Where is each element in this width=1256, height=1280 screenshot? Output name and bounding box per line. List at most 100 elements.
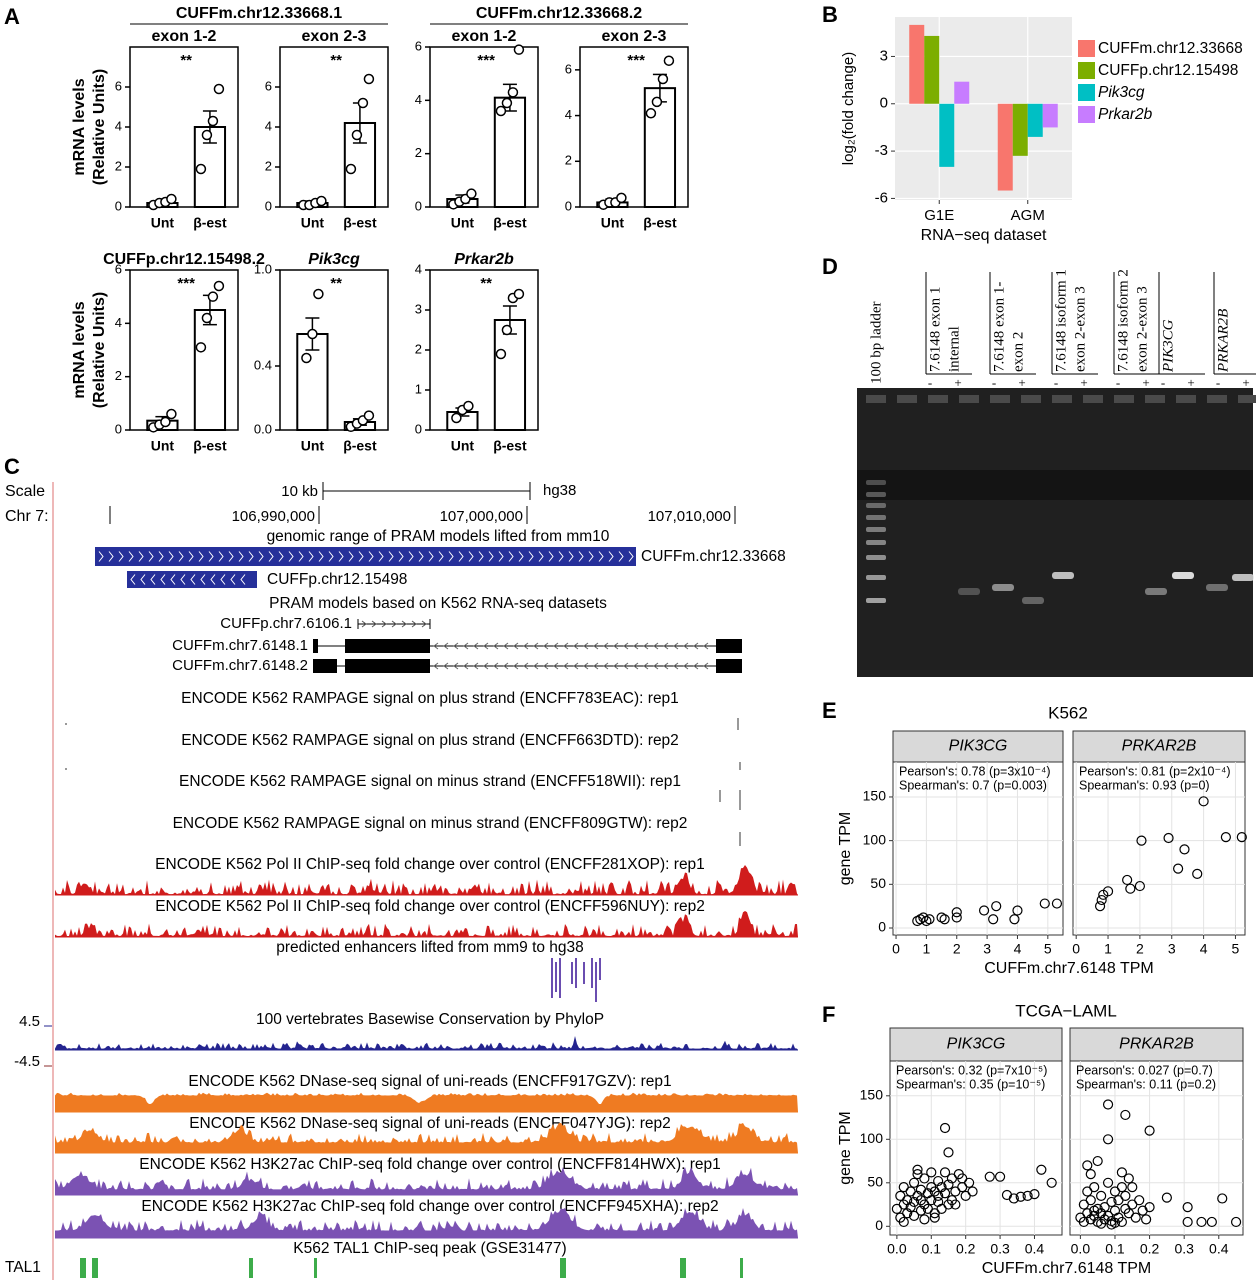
y-tick-label: 150 xyxy=(860,1087,884,1103)
y-tick-label: 0 xyxy=(115,198,122,213)
bar xyxy=(997,103,1013,191)
strand-chevron xyxy=(468,551,474,562)
plot-frame xyxy=(279,269,389,431)
data-point xyxy=(939,1188,951,1199)
data-point xyxy=(1230,1216,1242,1228)
strand-chevron xyxy=(288,551,294,562)
gene-label: CUFFp.chr7.6106.1 xyxy=(220,615,352,632)
y-tick-label: 50 xyxy=(870,875,886,891)
data-point xyxy=(1096,1208,1107,1219)
x-tick-label: 0.0 xyxy=(1071,1241,1091,1257)
strand-chevron xyxy=(421,620,427,628)
data-point xyxy=(1123,1173,1134,1184)
data-point xyxy=(1089,1205,1100,1216)
facet-strip xyxy=(889,1027,1063,1062)
track-label: genomic range of PRAM models lifted from… xyxy=(267,528,610,545)
strand-chevron xyxy=(608,551,614,562)
strand-chevron xyxy=(348,551,354,562)
strand-chevron xyxy=(448,551,454,562)
peak-mark xyxy=(740,1258,743,1278)
gel-well xyxy=(1176,395,1196,403)
gel-band xyxy=(1145,588,1167,595)
x-tick-label: β-est xyxy=(343,215,377,231)
x-tick-label: 3 xyxy=(983,941,991,957)
x-tick-label: 0.4 xyxy=(1209,1241,1229,1257)
data-point xyxy=(1206,1216,1217,1228)
x-tick-label: 0.3 xyxy=(1174,1241,1194,1257)
data-point xyxy=(898,1216,909,1228)
panel-label: A xyxy=(4,4,20,29)
coord-label: 107,010,000 xyxy=(648,508,731,525)
data-point xyxy=(1182,1202,1193,1213)
y-tick-label: 6 xyxy=(415,38,422,53)
scale-size: 10 kb xyxy=(281,483,318,500)
lane-sign: - xyxy=(1161,375,1165,390)
data-point xyxy=(943,1179,954,1190)
lane-label: 7.6148 isoform 2 xyxy=(1115,269,1131,372)
y-tick-label: 150 xyxy=(863,788,887,804)
y-tick-label: 2 xyxy=(115,368,122,383)
data-point xyxy=(1102,886,1114,897)
data-point xyxy=(307,328,318,340)
strand-chevron xyxy=(228,551,234,562)
data-point xyxy=(1106,1196,1117,1208)
x-tick-label: 1 xyxy=(1104,941,1112,957)
strand-chevron xyxy=(150,574,156,585)
x-tick-label: 4 xyxy=(1200,941,1208,957)
subplot-title: Pik3cg xyxy=(308,251,360,268)
x-tick-label: Unt xyxy=(301,215,325,231)
x-axis-label: CUFFm.chr7.6148 TPM xyxy=(982,1260,1152,1277)
ladder-band xyxy=(866,503,886,508)
data-point xyxy=(991,901,1002,912)
strand-chevron xyxy=(278,551,284,562)
track-side-label: TAL1 xyxy=(5,1259,41,1276)
x-tick-label: G1E xyxy=(924,207,954,224)
data-point xyxy=(1217,1193,1228,1204)
stat-label: Spearman's: 0.11 (p=0.2) xyxy=(1076,1077,1216,1091)
track-label: ENCODE K562 DNase-seq signal of uni-read… xyxy=(188,1073,671,1090)
strand-chevron xyxy=(663,662,669,670)
data-point xyxy=(1116,1216,1128,1228)
peak-mark xyxy=(314,1258,317,1278)
chrom-label: Chr 7: xyxy=(5,508,49,525)
x-tick-label: β-est xyxy=(193,438,227,454)
lane-label: exon 2-exon 3 xyxy=(1072,286,1088,372)
signal-track xyxy=(55,1123,798,1153)
data-point xyxy=(943,1199,954,1210)
data-point xyxy=(1096,1218,1107,1229)
data-point xyxy=(994,1171,1006,1182)
ladder-band xyxy=(866,480,886,485)
data-point xyxy=(1182,1216,1193,1228)
strand-chevron xyxy=(130,574,136,585)
coord-label: 107,000,000 xyxy=(440,508,523,525)
strand-chevron xyxy=(473,662,479,670)
data-point xyxy=(929,1212,940,1223)
data-point xyxy=(195,163,207,175)
bar xyxy=(493,96,527,208)
ladder-band xyxy=(866,492,886,497)
data-point xyxy=(933,1190,944,1201)
data-point xyxy=(463,400,474,412)
data-point xyxy=(1082,1160,1093,1171)
data-point xyxy=(1085,1168,1096,1180)
axis-label: -4.5 xyxy=(14,1053,40,1070)
y-tick-label: 6 xyxy=(115,78,122,93)
strand-chevron xyxy=(633,662,639,670)
strand-chevron xyxy=(308,551,314,562)
track-label: ENCODE K562 Pol II ChIP-seq fold change … xyxy=(155,856,705,873)
legend-swatch xyxy=(1078,40,1095,57)
lane-sign: + xyxy=(954,375,961,390)
strand-chevron xyxy=(391,620,397,628)
strand-chevron xyxy=(563,662,569,670)
x-tick-label: Unt xyxy=(601,215,625,231)
track-label: K562 TAL1 ChIP-seq peak (GSE31477) xyxy=(293,1240,566,1257)
y-tick-label: 3 xyxy=(880,47,888,64)
strand-chevron xyxy=(381,620,387,628)
strand-chevron xyxy=(238,551,244,562)
legend-label: CUFFm.chr12.33668 xyxy=(1098,40,1243,57)
data-point xyxy=(207,115,219,127)
x-tick-label: 0.1 xyxy=(1105,1241,1125,1257)
data-point xyxy=(1094,901,1106,912)
panel-label: E xyxy=(822,698,837,723)
strand-chevron xyxy=(538,551,544,562)
